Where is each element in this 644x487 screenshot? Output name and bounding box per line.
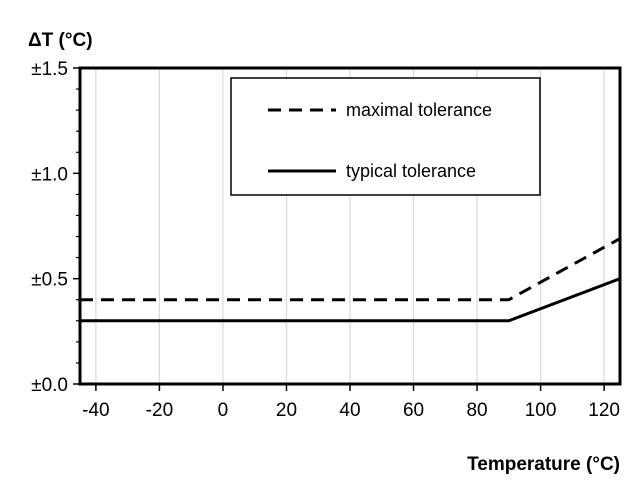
y-tick-label: ±1.0 <box>31 164 68 185</box>
series-layer <box>80 237 620 323</box>
series-line-typical-tolerance <box>80 277 620 323</box>
x-tick-label: 80 <box>466 400 487 421</box>
tick-layer <box>73 67 605 391</box>
y-tick-label: ±1.5 <box>31 59 68 80</box>
x-tick-label: 40 <box>339 400 360 421</box>
x-tick-label: -40 <box>82 400 109 421</box>
x-tick-label: 120 <box>588 400 620 421</box>
y-tick-label: ±0.0 <box>31 375 68 396</box>
x-tick-label: 60 <box>403 400 424 421</box>
y-axis-title: ΔT (°C) <box>28 30 93 51</box>
x-tick-label: 20 <box>276 400 297 421</box>
legend: maximal tolerance typical tolerance <box>230 77 541 196</box>
legend-label: maximal tolerance <box>346 100 492 120</box>
x-tick-label: 0 <box>218 400 229 421</box>
series-line-maximal-tolerance <box>80 237 620 302</box>
x-tick-label: 100 <box>525 400 557 421</box>
legend-box <box>230 77 541 196</box>
x-tick-label: -20 <box>146 400 173 421</box>
legend-label: typical tolerance <box>346 161 476 181</box>
label-layer: -40 -20 0 20 40 60 80 100 120 ±0.0 ±0.5 ±1.0 ±1.5 <box>31 59 620 421</box>
y-tick-label: ±0.5 <box>31 270 68 291</box>
x-axis-title: Temperature (°C) <box>467 454 620 475</box>
